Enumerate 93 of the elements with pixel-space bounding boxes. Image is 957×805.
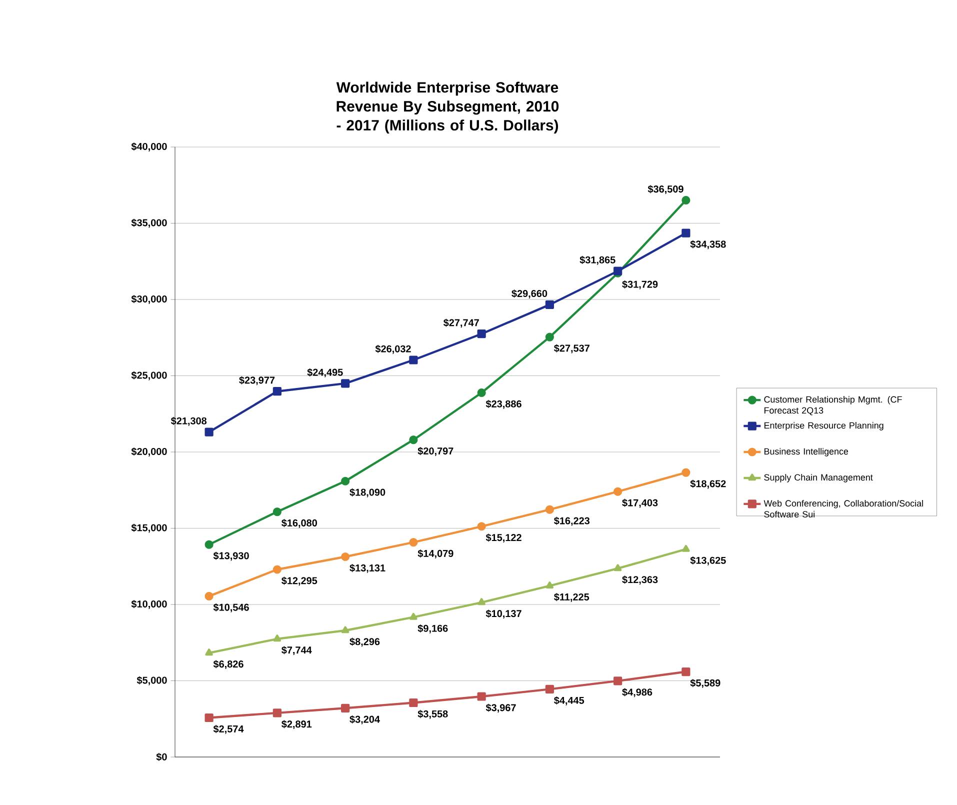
point <box>341 626 350 634</box>
point <box>545 505 554 514</box>
data-label: $12,363 <box>622 576 658 585</box>
data-label: $27,747 <box>443 318 479 328</box>
point <box>204 592 214 600</box>
point <box>614 487 622 496</box>
data-label: $15,122 <box>486 534 522 543</box>
data-label: $3,967 <box>486 704 516 713</box>
point <box>204 540 214 549</box>
data-label: $13,625 <box>690 556 726 566</box>
point <box>341 379 350 388</box>
data-label: $29,660 <box>512 290 548 298</box>
y-tick-label: $15,000 <box>131 524 167 533</box>
point <box>545 684 554 694</box>
data-label: $27,537 <box>554 344 590 354</box>
point <box>477 330 486 338</box>
data-label: $11,225 <box>554 593 590 602</box>
y-tick-label: $30,000 <box>131 295 167 304</box>
data-label: $10,137 <box>486 610 522 619</box>
point <box>341 552 350 562</box>
point <box>477 692 486 701</box>
point <box>682 667 690 676</box>
point <box>477 388 486 398</box>
point <box>682 196 690 205</box>
data-label: $13,131 <box>350 564 386 573</box>
point <box>205 648 213 656</box>
data-label: $14,079 <box>418 549 454 558</box>
data-label: $18,090 <box>350 488 386 498</box>
data-label: $16,223 <box>554 516 590 526</box>
data-label: $20,797 <box>418 447 454 456</box>
point <box>272 387 282 396</box>
data-label: $23,886 <box>486 400 522 409</box>
point <box>272 708 282 718</box>
y-tick-label: $10,000 <box>131 600 167 609</box>
data-label: $23,977 <box>239 376 275 386</box>
point <box>477 522 486 531</box>
data-label: $4,445 <box>554 696 584 706</box>
data-label: $18,652 <box>690 480 726 489</box>
legend-label: Enterprise Resource Planning <box>764 422 884 430</box>
data-label: $7,744 <box>282 646 312 656</box>
data-label: $12,295 <box>282 576 318 586</box>
y-tick-label: $25,000 <box>131 371 167 380</box>
data-label: $34,358 <box>690 240 726 250</box>
point <box>410 612 418 620</box>
point <box>409 698 418 708</box>
point <box>614 564 622 572</box>
y-tick-label: $35,000 <box>131 218 167 228</box>
data-label: $10,546 <box>213 603 249 612</box>
data-label: $36,509 <box>648 185 684 194</box>
legend-label: Web Conferencing, Collaboration/Social Software Sui <box>764 500 923 518</box>
point <box>272 565 282 574</box>
point <box>682 468 690 477</box>
data-label: $3,204 <box>350 715 380 724</box>
y-tick-label: $20,000 <box>131 448 167 456</box>
data-label: $17,403 <box>622 498 658 508</box>
point <box>478 598 486 606</box>
point <box>546 582 554 589</box>
point <box>682 228 690 238</box>
y-tick-label: $5,000 <box>136 676 167 686</box>
data-label: $2,891 <box>282 720 312 730</box>
data-label: $5,589 <box>690 678 720 688</box>
data-label: $16,080 <box>282 518 317 528</box>
point <box>545 300 554 309</box>
data-label: $26,032 <box>375 344 411 354</box>
data-label: $8,296 <box>350 638 380 647</box>
point <box>341 704 350 712</box>
data-label: $31,729 <box>622 280 658 290</box>
data-label: $24,495 <box>307 368 343 378</box>
data-label: $4,986 <box>622 688 652 698</box>
point <box>341 476 350 486</box>
y-tick-label: $0 <box>156 752 167 762</box>
data-label: $2,574 <box>213 724 244 734</box>
point <box>272 507 282 516</box>
chart-title: Worldwide Enterprise Software Revenue By Subsegment, 2010 - 2017 (Millions of U.S. Dollars) <box>336 82 559 134</box>
data-label: $13,930 <box>213 552 249 561</box>
data-label: $6,826 <box>213 660 244 670</box>
point <box>409 436 418 444</box>
data-label: $21,308 <box>170 416 207 426</box>
data-label: $9,166 <box>418 624 448 634</box>
point <box>614 676 622 686</box>
point <box>545 332 554 342</box>
point <box>204 713 214 722</box>
point <box>409 356 418 364</box>
legend-label: Business Intelligence <box>764 448 848 456</box>
point <box>409 538 418 547</box>
point <box>204 428 214 436</box>
data-label: $31,865 <box>580 256 616 265</box>
point <box>682 544 690 552</box>
y-tick-label: $40,000 <box>131 142 167 152</box>
legend-label: Supply Chain Management <box>764 474 873 482</box>
point <box>273 634 282 642</box>
data-label: $3,558 <box>418 710 448 719</box>
legend-label: Customer Relationship Mgmt. (CF Forecast 2Q13 <box>764 396 902 416</box>
